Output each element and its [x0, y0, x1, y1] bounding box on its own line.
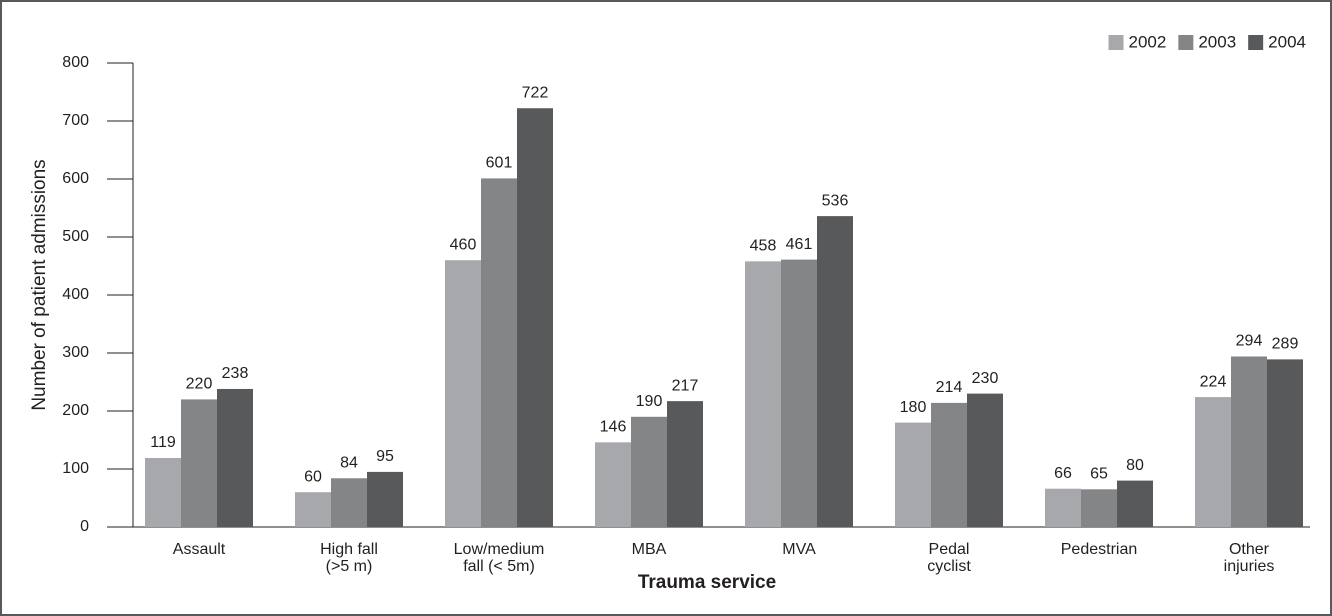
x-tick-label: Pedestrian: [1061, 541, 1138, 558]
legend-swatch: [1178, 35, 1194, 50]
value-label: 230: [972, 370, 999, 387]
x-tick-label-line: cyclist: [927, 558, 971, 575]
value-label: 60: [304, 468, 322, 485]
legend-label: 2003: [1198, 32, 1236, 51]
x-tick-label-line: (>5 m): [326, 558, 373, 575]
value-label: 190: [636, 393, 663, 410]
bar: [1045, 488, 1081, 527]
y-tick-label: 500: [62, 228, 89, 245]
value-label: 458: [750, 238, 777, 255]
value-label: 217: [672, 377, 699, 394]
bar: [817, 216, 853, 527]
value-label: 294: [1236, 333, 1263, 350]
x-tick-label-line: Pedal: [929, 541, 970, 558]
y-tick-label: 100: [62, 460, 89, 477]
bar: [1081, 489, 1117, 527]
bar: [1195, 397, 1231, 527]
y-tick-label: 200: [62, 402, 89, 419]
y-tick-label: 0: [80, 518, 89, 535]
x-tick-label: Low/medium fall (< 5m): [454, 541, 545, 575]
bar: [331, 478, 367, 527]
bar: [181, 399, 217, 527]
value-label: 220: [186, 376, 213, 393]
x-tick-label-line: MVA: [782, 541, 816, 558]
value-label: 238: [222, 365, 249, 382]
bar: [967, 393, 1003, 527]
x-tick-label: Other injuries: [1224, 541, 1275, 575]
bar: [667, 401, 703, 527]
value-label: 722: [522, 84, 549, 101]
y-tick-label: 300: [62, 344, 89, 361]
value-label: 80: [1126, 457, 1144, 474]
bar: [931, 402, 967, 527]
value-label: 65: [1090, 466, 1108, 483]
x-tick-label-line: MBA: [632, 541, 667, 558]
value-label: 461: [786, 236, 813, 253]
x-tick-label-line: Other: [1229, 541, 1270, 558]
bar: [517, 108, 553, 528]
bar: [445, 260, 481, 527]
x-tick-label-line: High fall: [320, 541, 378, 558]
bar: [631, 416, 667, 527]
bar: [217, 388, 253, 527]
value-label: 460: [450, 236, 477, 253]
value-label: 180: [900, 399, 927, 416]
value-label: 146: [600, 419, 627, 436]
value-label: 601: [486, 155, 513, 172]
bar: [1267, 359, 1303, 527]
x-tick-label-line: Low/medium: [454, 541, 545, 558]
y-tick-label: 600: [62, 170, 89, 187]
legend-swatch: [1248, 35, 1264, 50]
legend-label: 2002: [1129, 32, 1167, 51]
bar: [595, 442, 631, 527]
value-label: 95: [376, 448, 394, 465]
bar: [1117, 480, 1153, 527]
value-label: 289: [1272, 336, 1299, 353]
x-tick-label: MVA: [782, 541, 816, 558]
y-tick-label: 400: [62, 286, 89, 303]
x-axis-title: Trauma service: [638, 572, 776, 593]
bar: [481, 178, 517, 528]
value-label: 119: [150, 434, 176, 451]
value-label: 84: [340, 454, 358, 471]
bar: [1231, 356, 1267, 527]
bar: [295, 492, 331, 527]
y-tick-label: 700: [62, 112, 89, 129]
x-tick-label-line: Assault: [173, 541, 226, 558]
y-tick-label: 800: [62, 54, 89, 71]
legend-swatch: [1108, 35, 1124, 50]
bar: [781, 259, 817, 527]
bar: [745, 261, 781, 527]
bar: [145, 457, 181, 527]
x-tick-label-line: Pedestrian: [1061, 541, 1138, 558]
bar: [367, 471, 403, 527]
x-tick-label: MBA: [632, 541, 667, 558]
y-axis-title: Number of patient admissions: [29, 159, 50, 410]
bar: [895, 422, 931, 527]
x-tick-label: High fall (>5 m): [320, 541, 378, 575]
x-tick-label: Pedal cyclist: [927, 541, 971, 575]
value-label: 66: [1054, 465, 1072, 482]
x-tick-label-line: fall (< 5m): [463, 558, 535, 575]
x-tick-label: Assault: [173, 541, 226, 558]
value-label: 214: [936, 379, 963, 396]
legend-label: 2004: [1268, 32, 1306, 51]
x-tick-label-line: injuries: [1224, 558, 1275, 575]
value-label: 536: [822, 192, 849, 209]
value-label: 224: [1200, 373, 1227, 390]
